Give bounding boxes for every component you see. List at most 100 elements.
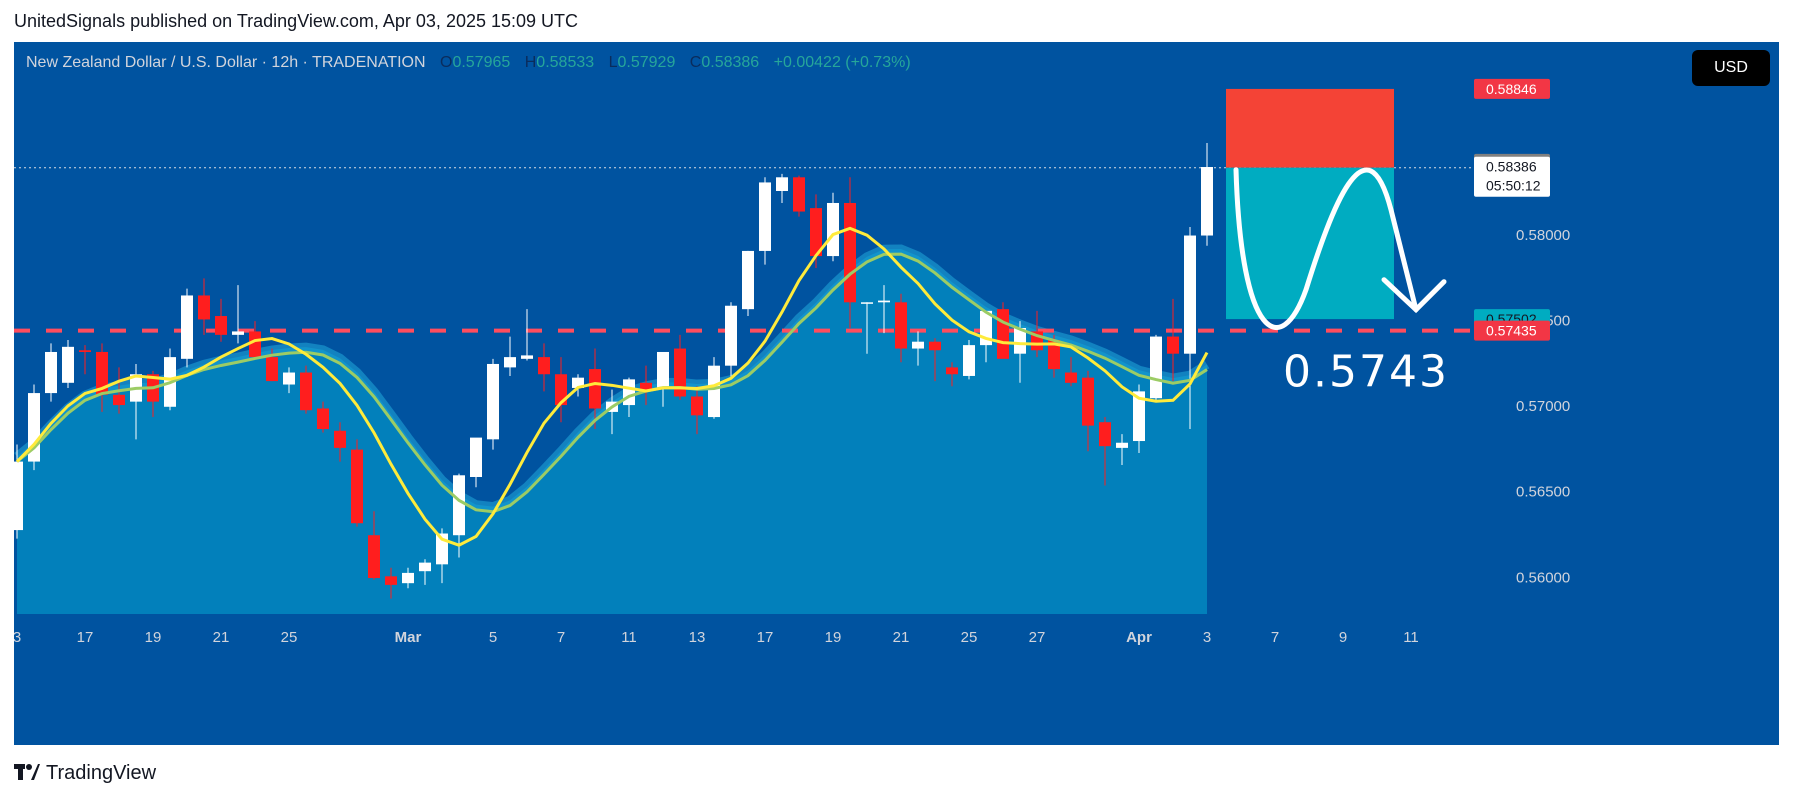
- candle-body: [334, 430, 346, 448]
- candle-body: [317, 408, 329, 430]
- publisher-line: UnitedSignals published on TradingView.c…: [14, 11, 579, 31]
- moving-average-fast: [15, 226, 1209, 547]
- price-label-stop-bg: [1474, 78, 1550, 99]
- candle-body: [1116, 442, 1128, 448]
- candle-body: [1082, 377, 1094, 426]
- high-label: H: [524, 54, 537, 71]
- candle-body: [14, 461, 23, 531]
- price-label-support: 0.57435: [1486, 323, 1537, 339]
- x-tick-label: Apr: [1126, 629, 1152, 646]
- candle-body: [453, 475, 465, 536]
- candle-body: [895, 302, 907, 349]
- candle-body: [470, 437, 482, 477]
- candle-body: [1133, 391, 1145, 442]
- candle-body: [96, 351, 108, 395]
- candle-body: [419, 562, 431, 572]
- candle-body: [368, 535, 380, 579]
- price-label-last: 0.58386: [1486, 159, 1537, 175]
- low-value: 0.57929: [617, 54, 676, 71]
- candle-body: [1099, 422, 1111, 447]
- candle-body: [844, 202, 856, 303]
- candle-body: [691, 396, 703, 416]
- candle-body: [572, 377, 584, 388]
- currency-button[interactable]: USD: [1692, 50, 1770, 86]
- candle-body: [861, 302, 873, 304]
- y-tick-label: 0.57000: [1516, 398, 1570, 415]
- close-value: 0.58386: [701, 54, 760, 71]
- y-tick-label: 0.58000: [1516, 227, 1570, 244]
- x-tick-label: 11: [1403, 629, 1419, 646]
- candle-body: [521, 355, 533, 359]
- candle-body: [487, 363, 499, 440]
- candle-body: [79, 350, 91, 352]
- x-tick-label: 3: [1203, 629, 1211, 646]
- x-tick-label: 19: [145, 629, 162, 646]
- x-tick-label: 25: [281, 629, 298, 646]
- candle-body: [725, 305, 737, 366]
- candle-body: [657, 351, 669, 388]
- candle-body: [215, 316, 227, 335]
- symbol-title: New Zealand Dollar / U.S. Dollar · 12h ·…: [26, 54, 426, 71]
- x-tick-label: 21: [213, 629, 230, 646]
- tradingview-footer[interactable]: TradingView: [14, 760, 156, 786]
- x-tick-label: 21: [893, 629, 910, 646]
- price-chart[interactable]: 0.57430.560000.565000.570000.575000.5800…: [14, 42, 1779, 745]
- candle-body: [1184, 235, 1196, 354]
- candle-body: [1167, 336, 1179, 354]
- x-tick-label: 3: [14, 629, 21, 646]
- x-tick-label: Mar: [395, 629, 422, 646]
- arrow-head: [1381, 277, 1447, 314]
- x-tick-label: 17: [757, 629, 774, 646]
- candle-body: [1065, 372, 1077, 383]
- candle-body: [929, 341, 941, 351]
- candle-body: [1014, 328, 1026, 354]
- candle-body: [759, 182, 771, 251]
- x-tick-label: 19: [825, 629, 842, 646]
- candle-body: [589, 369, 601, 409]
- tradingview-logo-icon: [14, 760, 40, 786]
- price-label-support-bg: [1474, 320, 1550, 341]
- candle-body: [198, 295, 210, 320]
- candle-body: [113, 394, 125, 406]
- symbol-legend: New Zealand Dollar / U.S. Dollar · 12h ·…: [26, 54, 911, 72]
- x-tick-label: 5: [489, 629, 497, 646]
- price-label-last-bg: [1474, 156, 1550, 197]
- projection-arrow: [1233, 167, 1419, 330]
- candle-body: [300, 372, 312, 411]
- high-value: 0.58533: [536, 54, 595, 71]
- candle-body: [504, 357, 516, 368]
- take-profit-zone: [1226, 167, 1394, 320]
- candle-body: [810, 208, 822, 257]
- x-tick-label: 17: [77, 629, 94, 646]
- candle-body: [827, 202, 839, 257]
- candle-body: [963, 345, 975, 376]
- brand-name: TradingView: [46, 761, 157, 784]
- y-tick-label: 0.56000: [1516, 569, 1570, 586]
- candle-body: [385, 576, 397, 585]
- candle-body: [266, 357, 278, 382]
- candle-body: [912, 341, 924, 349]
- y-tick-label: 0.56500: [1516, 484, 1570, 501]
- candle-body: [62, 346, 74, 383]
- candle-body: [640, 382, 652, 390]
- candle-body: [708, 365, 720, 418]
- change-value: +0.00422 (+0.73%): [773, 54, 911, 71]
- price-label-stop: 0.58846: [1486, 81, 1537, 97]
- moving-average-slow: [16, 252, 1208, 514]
- close-label: C: [689, 54, 702, 71]
- candle-body: [776, 177, 788, 191]
- candle-body: [1150, 336, 1162, 399]
- low-label: L: [608, 54, 618, 71]
- candle-body: [742, 250, 754, 310]
- target-annotation: 0.5743: [1283, 347, 1449, 398]
- candle-body: [249, 331, 261, 358]
- candle-body: [181, 295, 193, 359]
- candle-body: [351, 449, 363, 524]
- stop-loss-zone: [1226, 88, 1394, 168]
- x-tick-label: 27: [1029, 629, 1046, 646]
- x-tick-label: 7: [557, 629, 565, 646]
- chart-panel[interactable]: 0.57430.560000.565000.570000.575000.5800…: [14, 42, 1779, 745]
- candle-body: [402, 572, 414, 584]
- candle-body: [997, 309, 1009, 359]
- candle-body: [1201, 167, 1213, 236]
